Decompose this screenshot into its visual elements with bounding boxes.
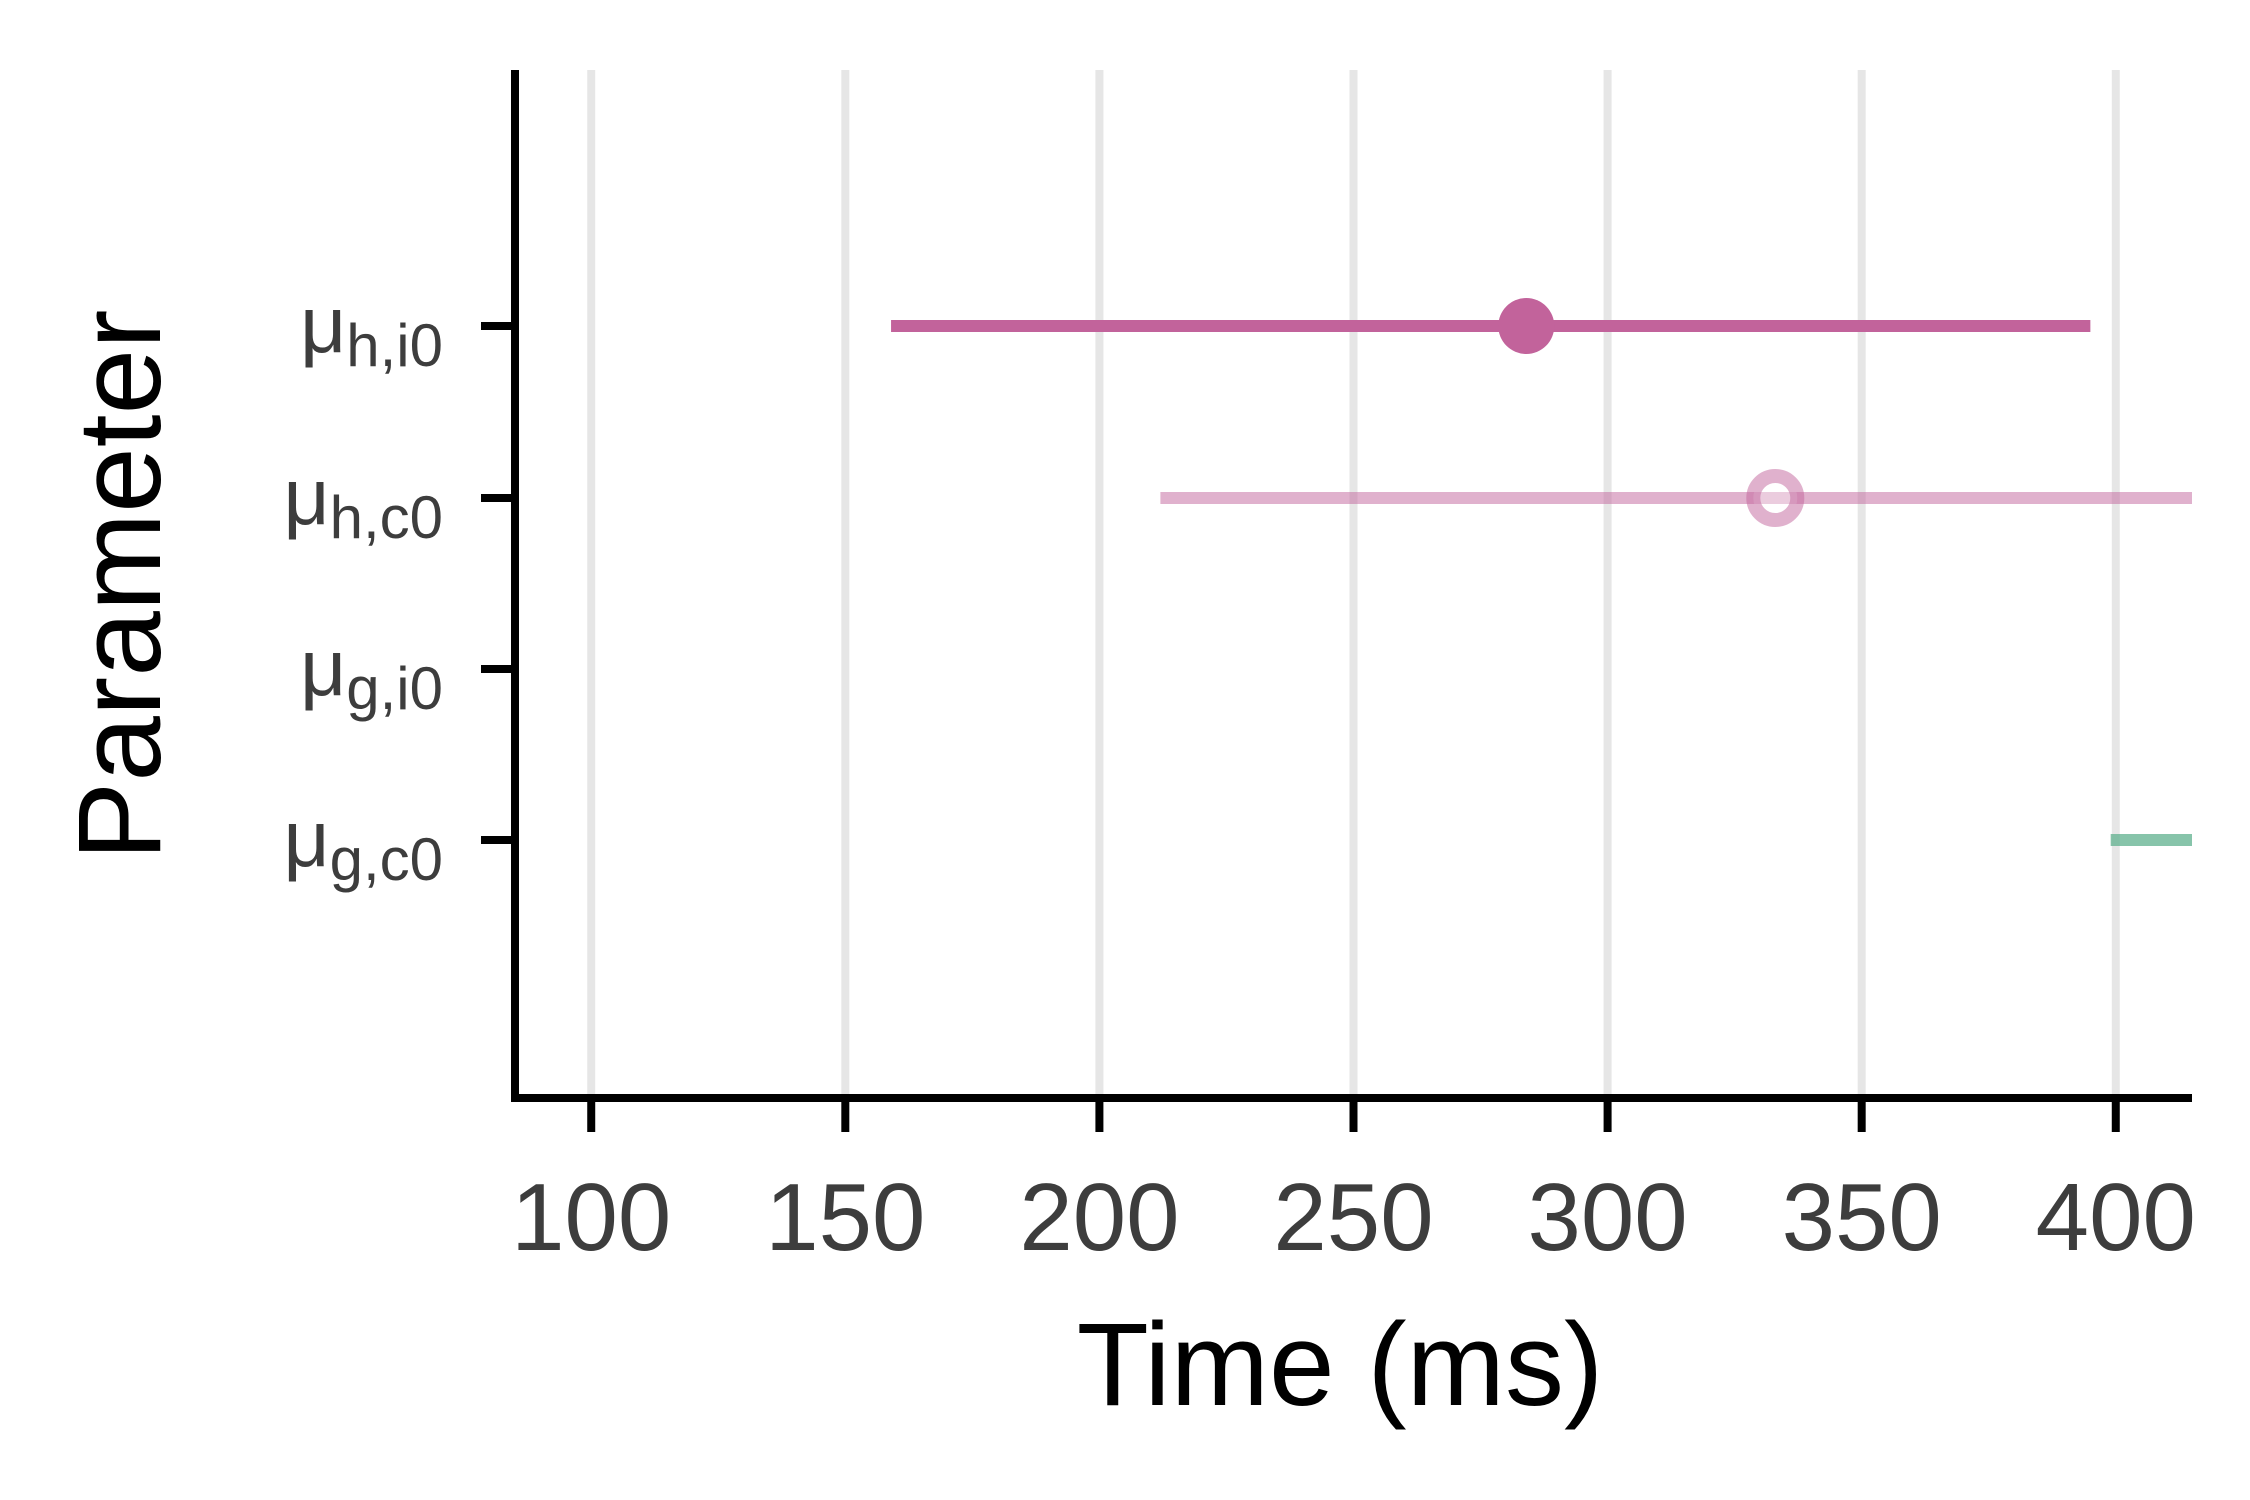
y-tick-subscript: h,i0 — [346, 312, 443, 379]
x-tick-label: 250 — [1273, 1164, 1433, 1271]
y-tick-subscript: g,i0 — [346, 655, 443, 722]
y-tick-subscript: h,c0 — [330, 484, 443, 551]
y-tick-label: μh,c0 — [283, 452, 443, 551]
x-axis-title: Time (ms) — [1077, 1299, 1604, 1431]
y-tick-label: μh,i0 — [300, 280, 443, 379]
axes: 100 150 200 250 300 350 400μh,i0μh,c0μg,i0μg,c… — [283, 70, 2196, 1271]
y-tick-symbol: μ — [283, 452, 329, 541]
x-tick-label: 150 — [765, 1164, 925, 1271]
x-tick-label: 400 — [2036, 1164, 2196, 1271]
point-estimate — [1746, 469, 1805, 527]
y-tick-symbol: μ — [283, 794, 329, 883]
intervals-layer — [891, 298, 2192, 846]
x-tick-label: 200 — [1019, 1164, 1179, 1271]
x-tick-label: 100 — [511, 1164, 671, 1271]
point-estimate — [1498, 298, 1555, 354]
x-tick-label: 300 — [1528, 1164, 1688, 1271]
y-axis-title: Parameter — [54, 310, 186, 861]
y-tick-subscript: g,c0 — [330, 826, 443, 893]
x-tick-label: 350 — [1782, 1164, 1942, 1271]
y-tick-label: μg,i0 — [300, 623, 443, 722]
y-tick-symbol: μ — [300, 280, 346, 369]
y-tick-label: μg,c0 — [283, 794, 443, 893]
y-tick-symbol: μ — [300, 623, 346, 712]
grid-lines — [587, 70, 2120, 1098]
